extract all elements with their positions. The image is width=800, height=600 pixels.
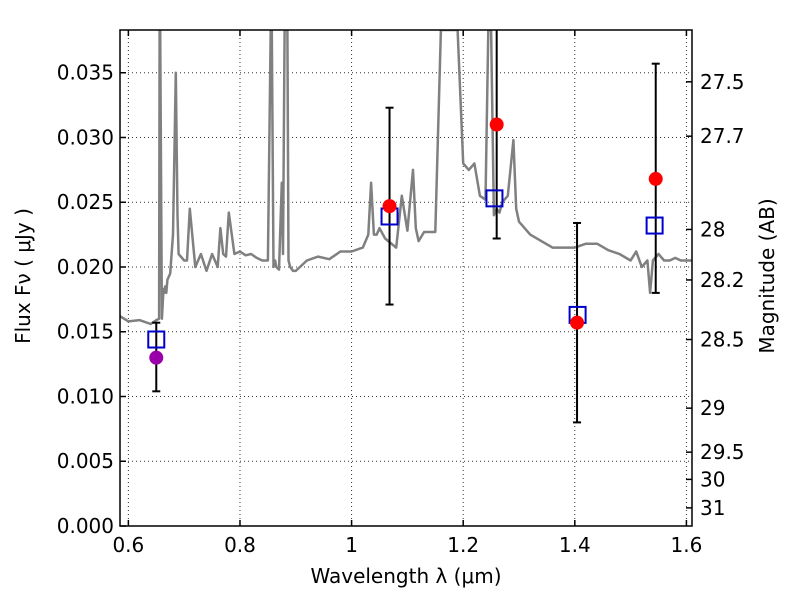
x-tick-label: 1: [345, 533, 358, 557]
x-tick-label: 1.6: [671, 533, 703, 557]
observed-points: [149, 117, 663, 365]
y-tick-label: 0.005: [57, 449, 114, 473]
grid-lines: [120, 30, 692, 527]
y2-tick-label: 27.5: [700, 70, 745, 94]
y-tick-label: 0.000: [57, 514, 114, 538]
x-tick-label: 0.6: [112, 533, 144, 557]
observed-marker: [149, 350, 164, 365]
observed-marker: [489, 117, 504, 132]
observed-marker: [382, 199, 397, 214]
observed-marker: [648, 171, 663, 186]
plot-frame: [119, 29, 693, 527]
y-tick-label: 0.025: [57, 190, 114, 214]
y2-tick-label: 29: [700, 396, 725, 420]
spectrum-line: [120, 30, 692, 326]
axes-frame: [119, 29, 693, 527]
spectrum-series: [120, 30, 692, 326]
y-tick-label: 0.020: [57, 255, 114, 279]
y-axis-ticks: 0.000 0.005 0.010 0.015 0.020 0.025 0.030 0.035: [57, 61, 126, 538]
y-tick-label: 0.015: [57, 320, 114, 344]
y2-tick-label: 28.2: [700, 268, 745, 292]
y2-tick-label: 29.5: [700, 440, 745, 464]
model-points: [147, 189, 664, 349]
y-tick-label: 0.030: [57, 125, 114, 149]
x-tick-label: 1.2: [447, 533, 479, 557]
model-square-marker: [147, 330, 166, 349]
y2-tick-label: 31: [700, 496, 725, 520]
y-tick-label: 0.010: [57, 384, 114, 408]
x-axis-label: Wavelength λ (μm): [310, 564, 501, 588]
y-tick-label: 0.035: [57, 61, 114, 85]
y2-tick-label: 30: [700, 467, 725, 491]
y2-axis-ticks: 27.5 27.7 28 28.2 28.5 29 29.5 30 31: [686, 70, 745, 520]
y2-tick-label: 27.7: [700, 124, 745, 148]
observed-marker: [570, 315, 585, 330]
y2-tick-label: 28: [700, 217, 725, 241]
model-square-marker: [485, 189, 504, 208]
y2-tick-label: 28.5: [700, 328, 745, 352]
y2-axis-label: Magnitude (AB): [755, 198, 779, 353]
x-tick-label: 1.4: [559, 533, 591, 557]
x-axis-ticks: 0.6 0.8 1 1.2 1.4 1.6: [112, 30, 702, 557]
model-square-marker: [645, 216, 664, 235]
y-axis-label: Flux Fν ( μJy ): [11, 208, 35, 344]
x-tick-label: 0.8: [224, 533, 256, 557]
